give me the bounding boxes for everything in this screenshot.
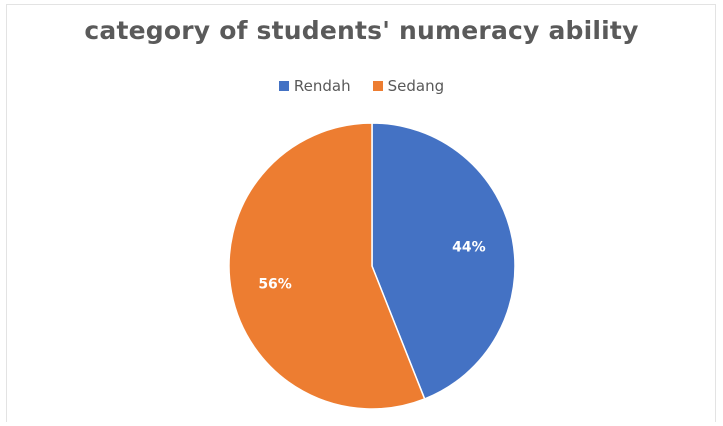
pie-slice-sedang bbox=[228, 122, 426, 410]
legend-item-sedang: Sedang bbox=[372, 77, 445, 95]
data-label-rendah: 44% bbox=[452, 240, 486, 256]
legend-label-rendah: Rendah bbox=[293, 77, 351, 95]
legend-item-rendah: Rendah bbox=[278, 77, 351, 95]
legend-swatch-sedang bbox=[372, 81, 383, 91]
chart-frame bbox=[6, 4, 716, 422]
pie-labels: 44% 56% bbox=[258, 240, 485, 293]
chart-title: category of students' numeracy ability bbox=[84, 16, 639, 45]
legend-swatch-rendah bbox=[278, 81, 289, 91]
legend-label-sedang: Sedang bbox=[387, 77, 445, 95]
legend: Rendah Sedang bbox=[0, 77, 723, 95]
data-label-sedang: 56% bbox=[258, 276, 292, 292]
pie-slice-rendah bbox=[371, 122, 516, 400]
pie-slices bbox=[228, 122, 516, 410]
